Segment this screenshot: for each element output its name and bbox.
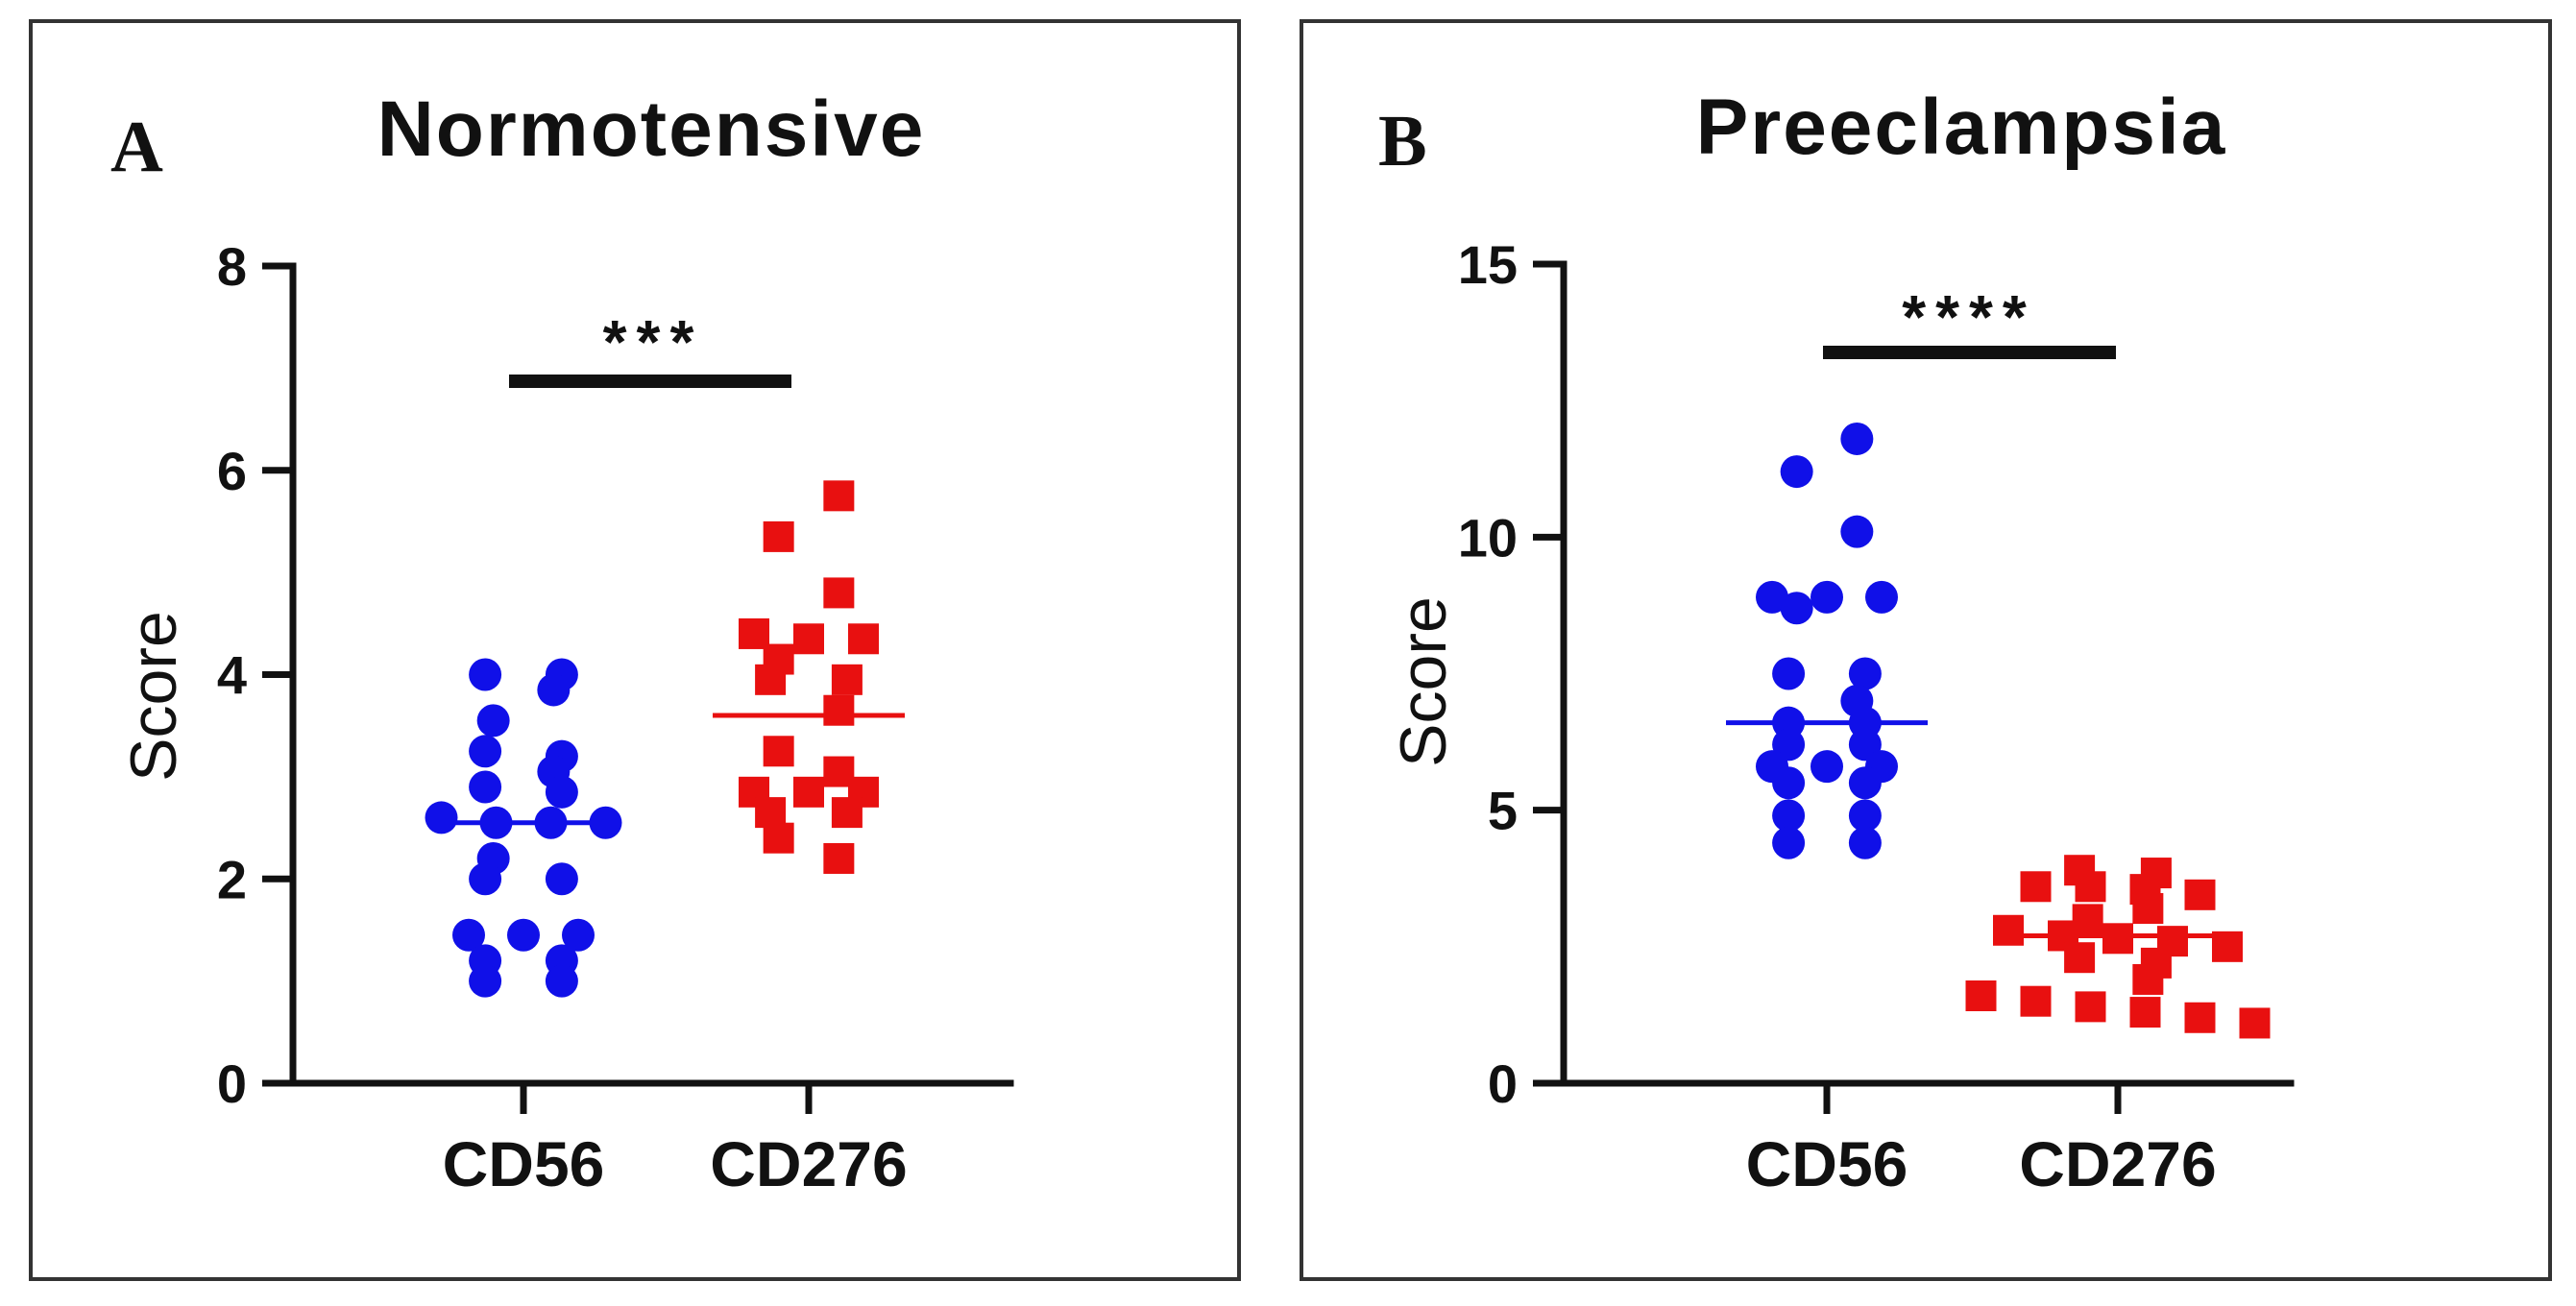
panel-a-chart: A Normotensive Score *** 0 2 4 6 8 CD56 CD276 [110, 85, 1014, 1199]
panel-a-point-cd276 [823, 577, 855, 609]
panel-b-point-cd56 [1848, 657, 1882, 690]
panel-b-point-cd56 [1848, 826, 1882, 859]
panel-a-point-cd276 [848, 623, 879, 655]
panel-b-point-cd276 [1965, 980, 1997, 1012]
panel-a-point-cd56 [425, 801, 458, 834]
panel-a-point-cd276 [763, 822, 794, 854]
panel-a-category-label-cd56: CD56 [443, 1128, 605, 1199]
panel-a-point-cd56 [562, 918, 595, 952]
panel-a-point-cd276 [763, 736, 794, 767]
panel-a-letter: A [110, 107, 163, 187]
panel-a-point-cd56 [469, 658, 502, 691]
panel-b-point-cd276 [2020, 985, 2052, 1017]
panel-a-point-cd56 [507, 918, 540, 952]
panel-b-point-cd276 [2102, 923, 2133, 955]
panel-a-point-cd276 [823, 480, 855, 512]
panel-b-point-cd276 [1993, 914, 2024, 946]
panel-b-point-cd276 [2132, 963, 2164, 995]
panel-b-frame [1300, 19, 2552, 1281]
panel-a-point-cd56 [537, 673, 571, 707]
panel-a-point-cd276 [793, 623, 824, 655]
panel-b-point-cd276 [2129, 997, 2161, 1028]
panel-b-point-cd56 [1840, 515, 1874, 548]
panel-b-point-cd56 [1772, 826, 1806, 859]
panel-b-point-cd56 [1810, 580, 1843, 614]
panel-b-point-cd276 [2075, 991, 2106, 1023]
panel-a-point-cd276 [831, 797, 863, 829]
panel-b-y-tick-label: 15 [1458, 234, 1518, 295]
panel-a-point-cd56 [469, 735, 502, 768]
panel-a-title: Normotensive [377, 85, 926, 173]
panel-b-point-cd276 [2184, 879, 2216, 910]
panel-a-point-cd276 [755, 664, 787, 695]
panel-a-category-label-cd276: CD276 [710, 1128, 907, 1199]
panel-a-y-tick-label: 6 [217, 441, 247, 501]
panel-b-title: Preeclampsia [1696, 84, 2227, 171]
panel-b-point-cd56 [1772, 799, 1806, 833]
panel-a-point-cd56 [545, 964, 578, 998]
panel-a-y-axis-label: Score [117, 611, 190, 782]
panel-b-category-label-cd276: CD276 [2019, 1128, 2216, 1199]
panel-a-y-tick-label: 2 [217, 849, 247, 909]
panel-b-y-axis-label: Score [1387, 596, 1460, 767]
panel-a-point-cd276 [823, 694, 855, 726]
panel-b-point-cd56 [1780, 592, 1813, 625]
panel-b-point-cd56 [1810, 750, 1843, 784]
panel-b-chart: B Preeclampsia Score **** 0 5 10 15 CD56 CD27… [1378, 84, 2295, 1199]
panel-b-point-cd56 [1756, 580, 1788, 614]
panel-b-point-cd276 [2075, 871, 2106, 903]
panel-b-point-cd56 [1840, 422, 1874, 455]
panel-a-y-tick-label: 4 [217, 645, 247, 706]
panel-b-point-cd56 [1780, 455, 1813, 489]
panel-a-significance-label: *** [603, 307, 704, 376]
panel-a-point-cd56 [545, 862, 578, 896]
panel-a-point-cd56 [452, 918, 485, 952]
panel-a-point-cd56 [545, 775, 578, 809]
panel-b-category-label-cd56: CD56 [1746, 1128, 1908, 1199]
panel-a-y-tick-label: 0 [217, 1053, 247, 1114]
panel-a-point-cd276 [793, 776, 824, 808]
panel-b-y-tick-label: 10 [1458, 507, 1518, 568]
panel-b-point-cd56 [1848, 766, 1882, 800]
panel-b-y-tick-label: 0 [1488, 1053, 1518, 1114]
panel-a-point-cd56 [469, 964, 502, 998]
panel-a-point-cd56 [476, 704, 510, 738]
panel-b-point-cd276 [2239, 1007, 2271, 1039]
panel-b-point-cd56 [1772, 657, 1806, 690]
panel-b-letter: B [1378, 101, 1427, 181]
panel-a-frame [29, 19, 1241, 1281]
panel-a-point-cd276 [823, 842, 855, 874]
panel-a-point-cd276 [763, 520, 794, 552]
panel-b-point-cd276 [2132, 893, 2164, 925]
panel-a-y-tick-label: 8 [217, 236, 247, 297]
panel-b-y-tick-label: 5 [1488, 781, 1518, 841]
panel-a-point-cd276 [831, 664, 863, 695]
panel-b-point-cd56 [1772, 766, 1806, 800]
panel-b-significance-label: **** [1902, 282, 2036, 351]
panel-b-point-cd276 [2184, 1002, 2216, 1033]
panel-b-point-cd276 [2020, 871, 2052, 903]
panel-b-point-cd276 [2064, 942, 2096, 974]
panel-b-point-cd56 [1848, 799, 1882, 833]
panel-b-point-cd56 [1865, 580, 1898, 614]
panel-a-point-cd56 [469, 862, 502, 896]
panel-a-point-cd56 [469, 770, 502, 804]
